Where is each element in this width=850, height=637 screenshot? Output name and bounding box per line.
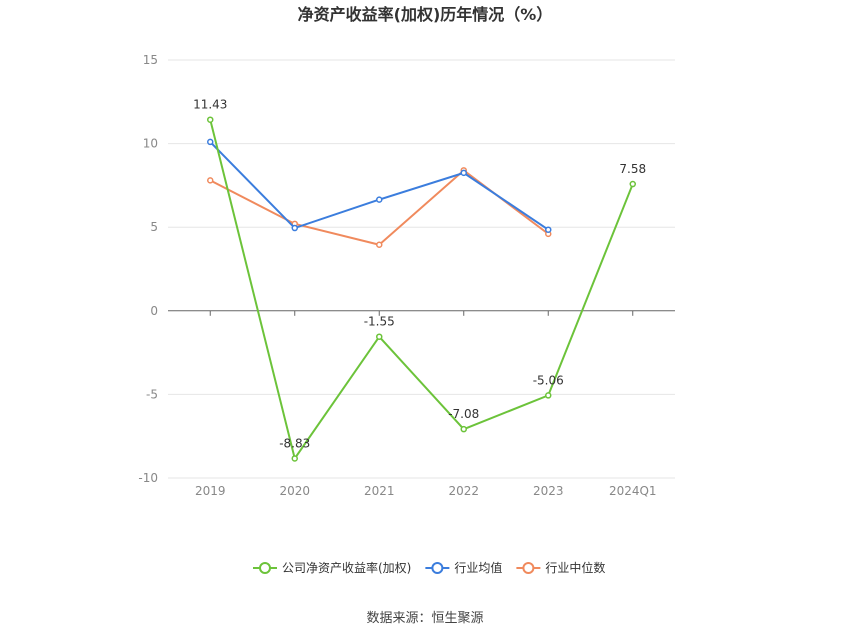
legend-label: 行业中位数 — [545, 560, 605, 575]
data-point[interactable] — [376, 196, 383, 203]
x-tick-label: 2024Q1 — [609, 484, 657, 498]
x-axis: 2019 2020 2021 2022 2023 2024Q1 — [168, 310, 675, 498]
data-point[interactable] — [629, 180, 636, 188]
data-point[interactable] — [207, 138, 214, 146]
series-2 — [207, 167, 552, 249]
x-tick-label: 2019 — [195, 484, 226, 498]
data-label: 7.58 — [619, 162, 646, 176]
y-tick-label: 10 — [143, 137, 158, 151]
series-line — [209, 141, 549, 231]
chart-title: 净资产收益率(加权)历年情况（%） — [298, 5, 553, 24]
legend-marker — [522, 562, 535, 574]
data-point[interactable] — [207, 177, 214, 184]
data-point[interactable] — [291, 455, 298, 462]
data-labels: 11.43 -8.83 -1.55 -7.08 -5.06 7.58 — [193, 98, 646, 451]
y-tick-label: 15 — [143, 53, 158, 67]
series-line — [209, 169, 549, 246]
data-label: -7.08 — [448, 407, 479, 421]
data-point[interactable] — [376, 333, 383, 340]
data-label: -8.83 — [279, 436, 310, 450]
legend-label: 行业均值 — [454, 560, 502, 575]
y-axis-ticks: 15 10 5 0 -5 -10 — [138, 53, 158, 485]
data-point[interactable] — [460, 169, 467, 177]
legend-marker — [259, 562, 271, 574]
data-point[interactable] — [545, 226, 552, 233]
data-point[interactable] — [545, 392, 552, 399]
legend-item[interactable]: 行业均值 — [425, 560, 502, 575]
data-label: 11.43 — [193, 98, 227, 112]
series-0 — [207, 116, 636, 462]
legend-item[interactable]: 行业中位数 — [516, 560, 605, 575]
x-tick-label: 2022 — [448, 484, 479, 498]
y-tick-label: -5 — [146, 387, 158, 401]
legend[interactable]: 公司净资产收益率(加权) 行业均值 行业中位数 — [253, 560, 605, 575]
data-point[interactable] — [291, 224, 298, 232]
source-note: 数据来源：恒生聚源 — [366, 611, 483, 626]
data-label: -5.06 — [533, 373, 564, 387]
y-tick-label: -10 — [138, 471, 158, 485]
legend-marker — [431, 562, 444, 574]
grid-lines — [168, 59, 675, 479]
data-label: -1.55 — [364, 315, 395, 329]
x-tick-label: 2021 — [364, 484, 395, 498]
x-tick-label: 2020 — [279, 484, 310, 498]
x-tick-label: 2023 — [533, 484, 564, 498]
series-1 — [207, 138, 552, 233]
legend-label: 公司净资产收益率(加权) — [282, 560, 411, 575]
data-point[interactable] — [460, 425, 467, 433]
y-tick-label: 5 — [150, 220, 158, 234]
series-line — [209, 119, 634, 461]
y-tick-label: 0 — [150, 304, 158, 318]
data-point[interactable] — [376, 241, 383, 249]
series-layer — [207, 116, 636, 462]
legend-item[interactable]: 公司净资产收益率(加权) — [253, 560, 411, 575]
data-point[interactable] — [207, 116, 214, 123]
